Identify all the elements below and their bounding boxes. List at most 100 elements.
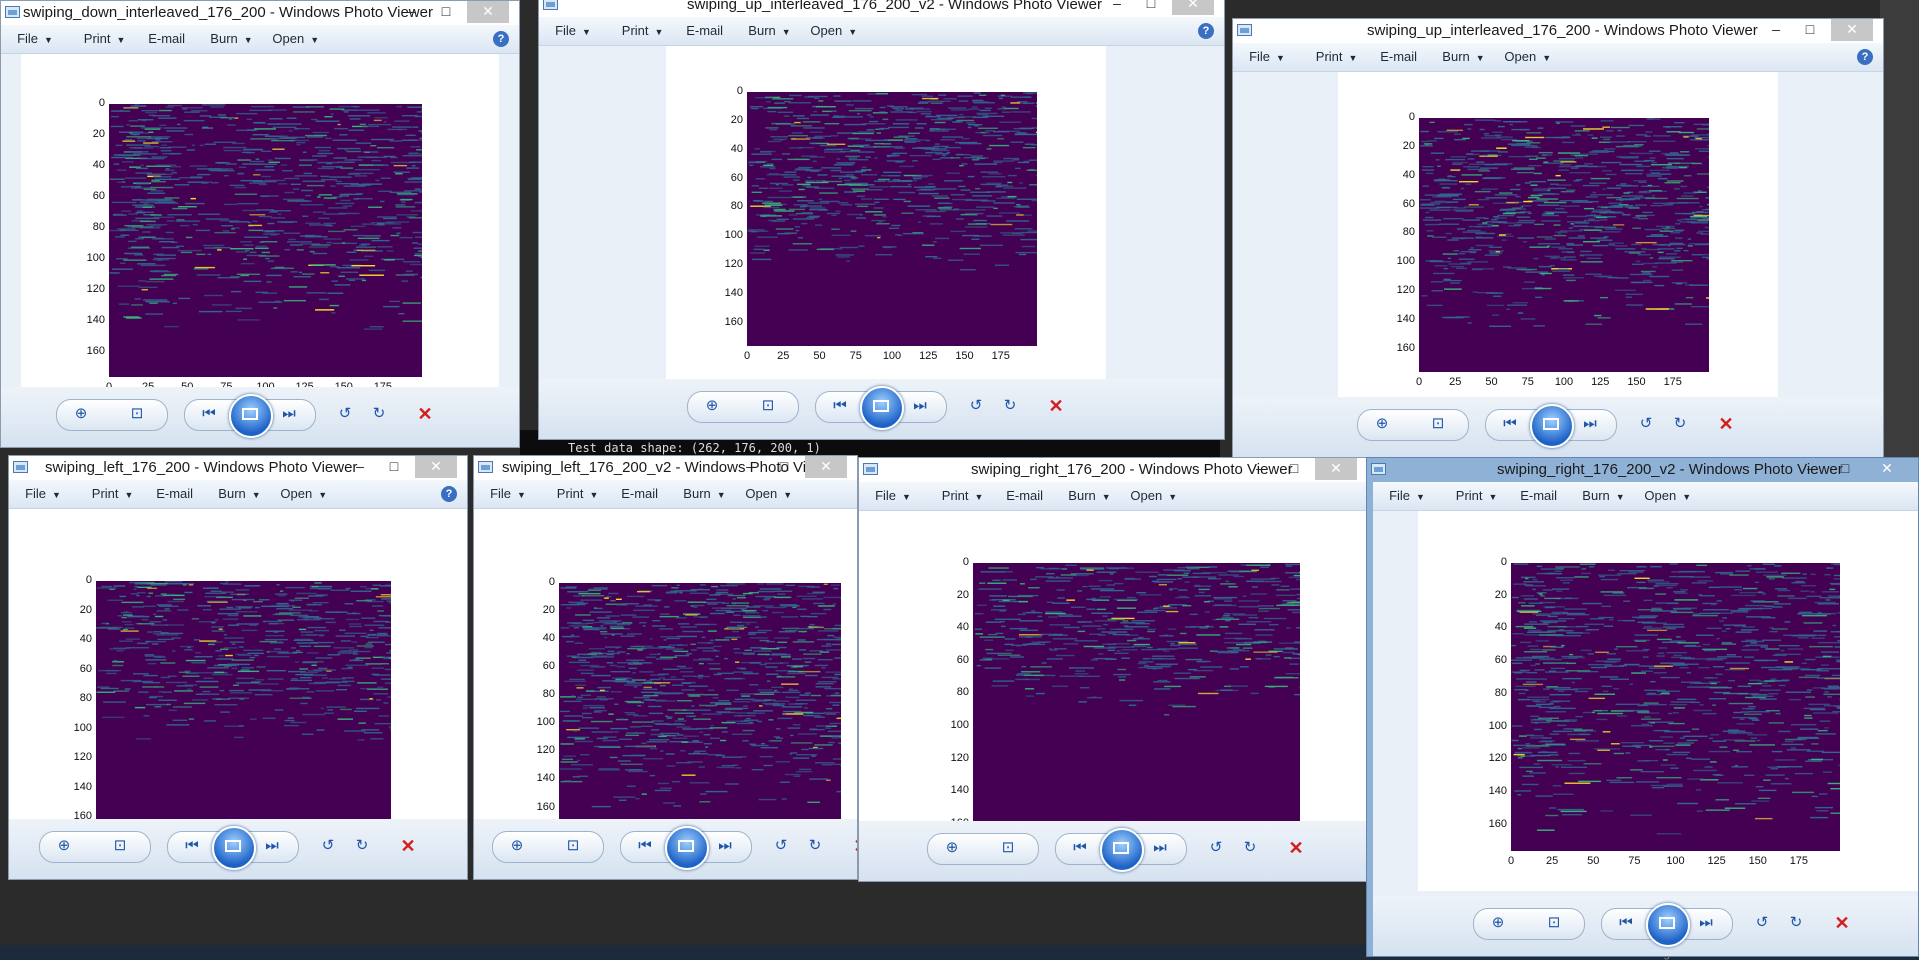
previous-icon[interactable]: ⏮	[1619, 914, 1633, 931]
menu-print[interactable]: Print ▼	[1316, 49, 1358, 64]
minimize-button[interactable]: –	[746, 458, 754, 474]
rotate-left-icon[interactable]: ↺	[338, 405, 352, 422]
rotate-right-icon[interactable]: ↻	[1673, 415, 1687, 432]
menu-email[interactable]: E-mail	[156, 486, 193, 501]
menu-open[interactable]: Open ▼	[1644, 488, 1691, 503]
minimize-button[interactable]: –	[1256, 460, 1264, 476]
close-button[interactable]: ✕	[1866, 458, 1908, 480]
next-icon[interactable]: ⏭	[718, 837, 732, 854]
delete-icon[interactable]: ✕	[1288, 838, 1304, 858]
photo-viewer-window[interactable]: swiping_right_176_200_v2 - Windows Photo…	[1366, 457, 1919, 957]
zoom-icon[interactable]: ⊕	[705, 397, 719, 414]
photo-viewer-window[interactable]: swiping_left_176_200_v2 - Windows Photo …	[473, 455, 858, 880]
zoom-icon[interactable]: ⊕	[1375, 415, 1389, 432]
menu-print[interactable]: Print ▼	[942, 488, 984, 503]
menu-file[interactable]: File ▼	[1389, 488, 1425, 503]
minimize-button[interactable]: –	[1113, 0, 1121, 11]
previous-icon[interactable]: ⏮	[833, 397, 847, 414]
help-icon[interactable]: ?	[441, 486, 457, 502]
zoom-icon[interactable]: ⊕	[57, 837, 71, 854]
title-bar[interactable]: swiping_up_interleaved_176_200_v2 - Wind…	[539, 0, 1224, 17]
photo-viewer-window[interactable]: swiping_up_interleaved_176_200_v2 - Wind…	[538, 0, 1225, 440]
menu-file[interactable]: File ▼	[1249, 49, 1285, 64]
title-bar[interactable]: swiping_up_interleaved_176_200 - Windows…	[1233, 19, 1883, 43]
delete-icon[interactable]: ✕	[417, 404, 433, 424]
menu-email[interactable]: E-mail	[148, 31, 185, 46]
menu-burn[interactable]: Burn ▼	[1442, 49, 1484, 64]
help-icon[interactable]: ?	[1198, 23, 1214, 39]
maximize-button[interactable]: □	[389, 458, 399, 474]
menu-open[interactable]: Open ▼	[272, 31, 319, 46]
menu-file[interactable]: File ▼	[875, 488, 911, 503]
close-button[interactable]: ✕	[467, 1, 509, 23]
close-button[interactable]: ✕	[1172, 0, 1214, 15]
close-button[interactable]: ✕	[1315, 458, 1357, 480]
fit-icon[interactable]: ⊡	[130, 405, 144, 422]
menu-file[interactable]: File ▼	[25, 486, 61, 501]
next-icon[interactable]: ⏭	[1699, 914, 1713, 931]
menu-open[interactable]: Open ▼	[810, 23, 857, 38]
close-button[interactable]: ✕	[805, 456, 847, 478]
menu-print[interactable]: Print ▼	[84, 31, 126, 46]
menu-burn[interactable]: Burn ▼	[1582, 488, 1624, 503]
menu-burn[interactable]: Burn ▼	[210, 31, 252, 46]
menu-open[interactable]: Open ▼	[1504, 49, 1551, 64]
slideshow-icon[interactable]	[1530, 404, 1574, 448]
rotate-left-icon[interactable]: ↺	[321, 837, 335, 854]
menu-print[interactable]: Print ▼	[622, 23, 664, 38]
rotate-right-icon[interactable]: ↻	[1789, 914, 1803, 931]
zoom-icon[interactable]: ⊕	[945, 839, 959, 856]
title-bar[interactable]: swiping_right_176_200 - Windows Photo Vi…	[859, 458, 1367, 482]
menu-email[interactable]: E-mail	[1006, 488, 1043, 503]
rotate-right-icon[interactable]: ↻	[355, 837, 369, 854]
menu-burn[interactable]: Burn ▼	[1068, 488, 1110, 503]
minimize-button[interactable]: –	[1807, 460, 1815, 476]
menu-print[interactable]: Print ▼	[557, 486, 599, 501]
menu-file[interactable]: File ▼	[555, 23, 591, 38]
maximize-button[interactable]: □	[1289, 460, 1299, 476]
next-icon[interactable]: ⏭	[265, 837, 279, 854]
menu-print[interactable]: Print ▼	[1456, 488, 1498, 503]
rotate-right-icon[interactable]: ↻	[1003, 397, 1017, 414]
help-icon[interactable]: ?	[493, 31, 509, 47]
menu-email[interactable]: E-mail	[621, 486, 658, 501]
minimize-button[interactable]: –	[408, 3, 416, 19]
zoom-icon[interactable]: ⊕	[1491, 914, 1505, 931]
maximize-button[interactable]: □	[441, 3, 451, 19]
rotate-left-icon[interactable]: ↺	[1755, 914, 1769, 931]
photo-viewer-window[interactable]: swiping_up_interleaved_176_200 - Windows…	[1232, 18, 1884, 458]
menu-file[interactable]: File ▼	[490, 486, 526, 501]
previous-icon[interactable]: ⏮	[638, 837, 652, 854]
next-icon[interactable]: ⏭	[913, 397, 927, 414]
menu-burn[interactable]: Burn ▼	[683, 486, 725, 501]
previous-icon[interactable]: ⏮	[1503, 415, 1517, 432]
delete-icon[interactable]: ✕	[1834, 913, 1850, 933]
slideshow-icon[interactable]	[212, 826, 256, 870]
photo-viewer-window[interactable]: swiping_right_176_200 - Windows Photo Vi…	[858, 457, 1368, 882]
previous-icon[interactable]: ⏮	[1073, 839, 1087, 856]
next-icon[interactable]: ⏭	[1153, 839, 1167, 856]
fit-icon[interactable]: ⊡	[761, 397, 775, 414]
slideshow-icon[interactable]	[1100, 828, 1144, 872]
menu-print[interactable]: Print ▼	[92, 486, 134, 501]
fit-icon[interactable]: ⊡	[1547, 914, 1561, 931]
title-bar[interactable]: swiping_left_176_200_v2 - Windows Photo …	[474, 456, 857, 480]
slideshow-icon[interactable]	[860, 386, 904, 430]
maximize-button[interactable]: □	[1146, 0, 1156, 11]
close-button[interactable]: ✕	[1831, 19, 1873, 41]
slideshow-icon[interactable]	[665, 826, 709, 870]
menu-file[interactable]: File ▼	[17, 31, 53, 46]
rotate-right-icon[interactable]: ↻	[372, 405, 386, 422]
previous-icon[interactable]: ⏮	[202, 405, 216, 422]
delete-icon[interactable]: ✕	[847, 832, 857, 860]
minimize-button[interactable]: –	[356, 458, 364, 474]
slideshow-icon[interactable]	[1646, 903, 1690, 947]
fit-icon[interactable]: ⊡	[566, 837, 580, 854]
menu-email[interactable]: E-mail	[1380, 49, 1417, 64]
rotate-right-icon[interactable]: ↻	[1243, 839, 1257, 856]
maximize-button[interactable]: □	[779, 458, 789, 474]
menu-burn[interactable]: Burn ▼	[218, 486, 260, 501]
menu-open[interactable]: Open ▼	[745, 486, 792, 501]
rotate-left-icon[interactable]: ↺	[1209, 839, 1223, 856]
close-button[interactable]: ✕	[415, 456, 457, 478]
